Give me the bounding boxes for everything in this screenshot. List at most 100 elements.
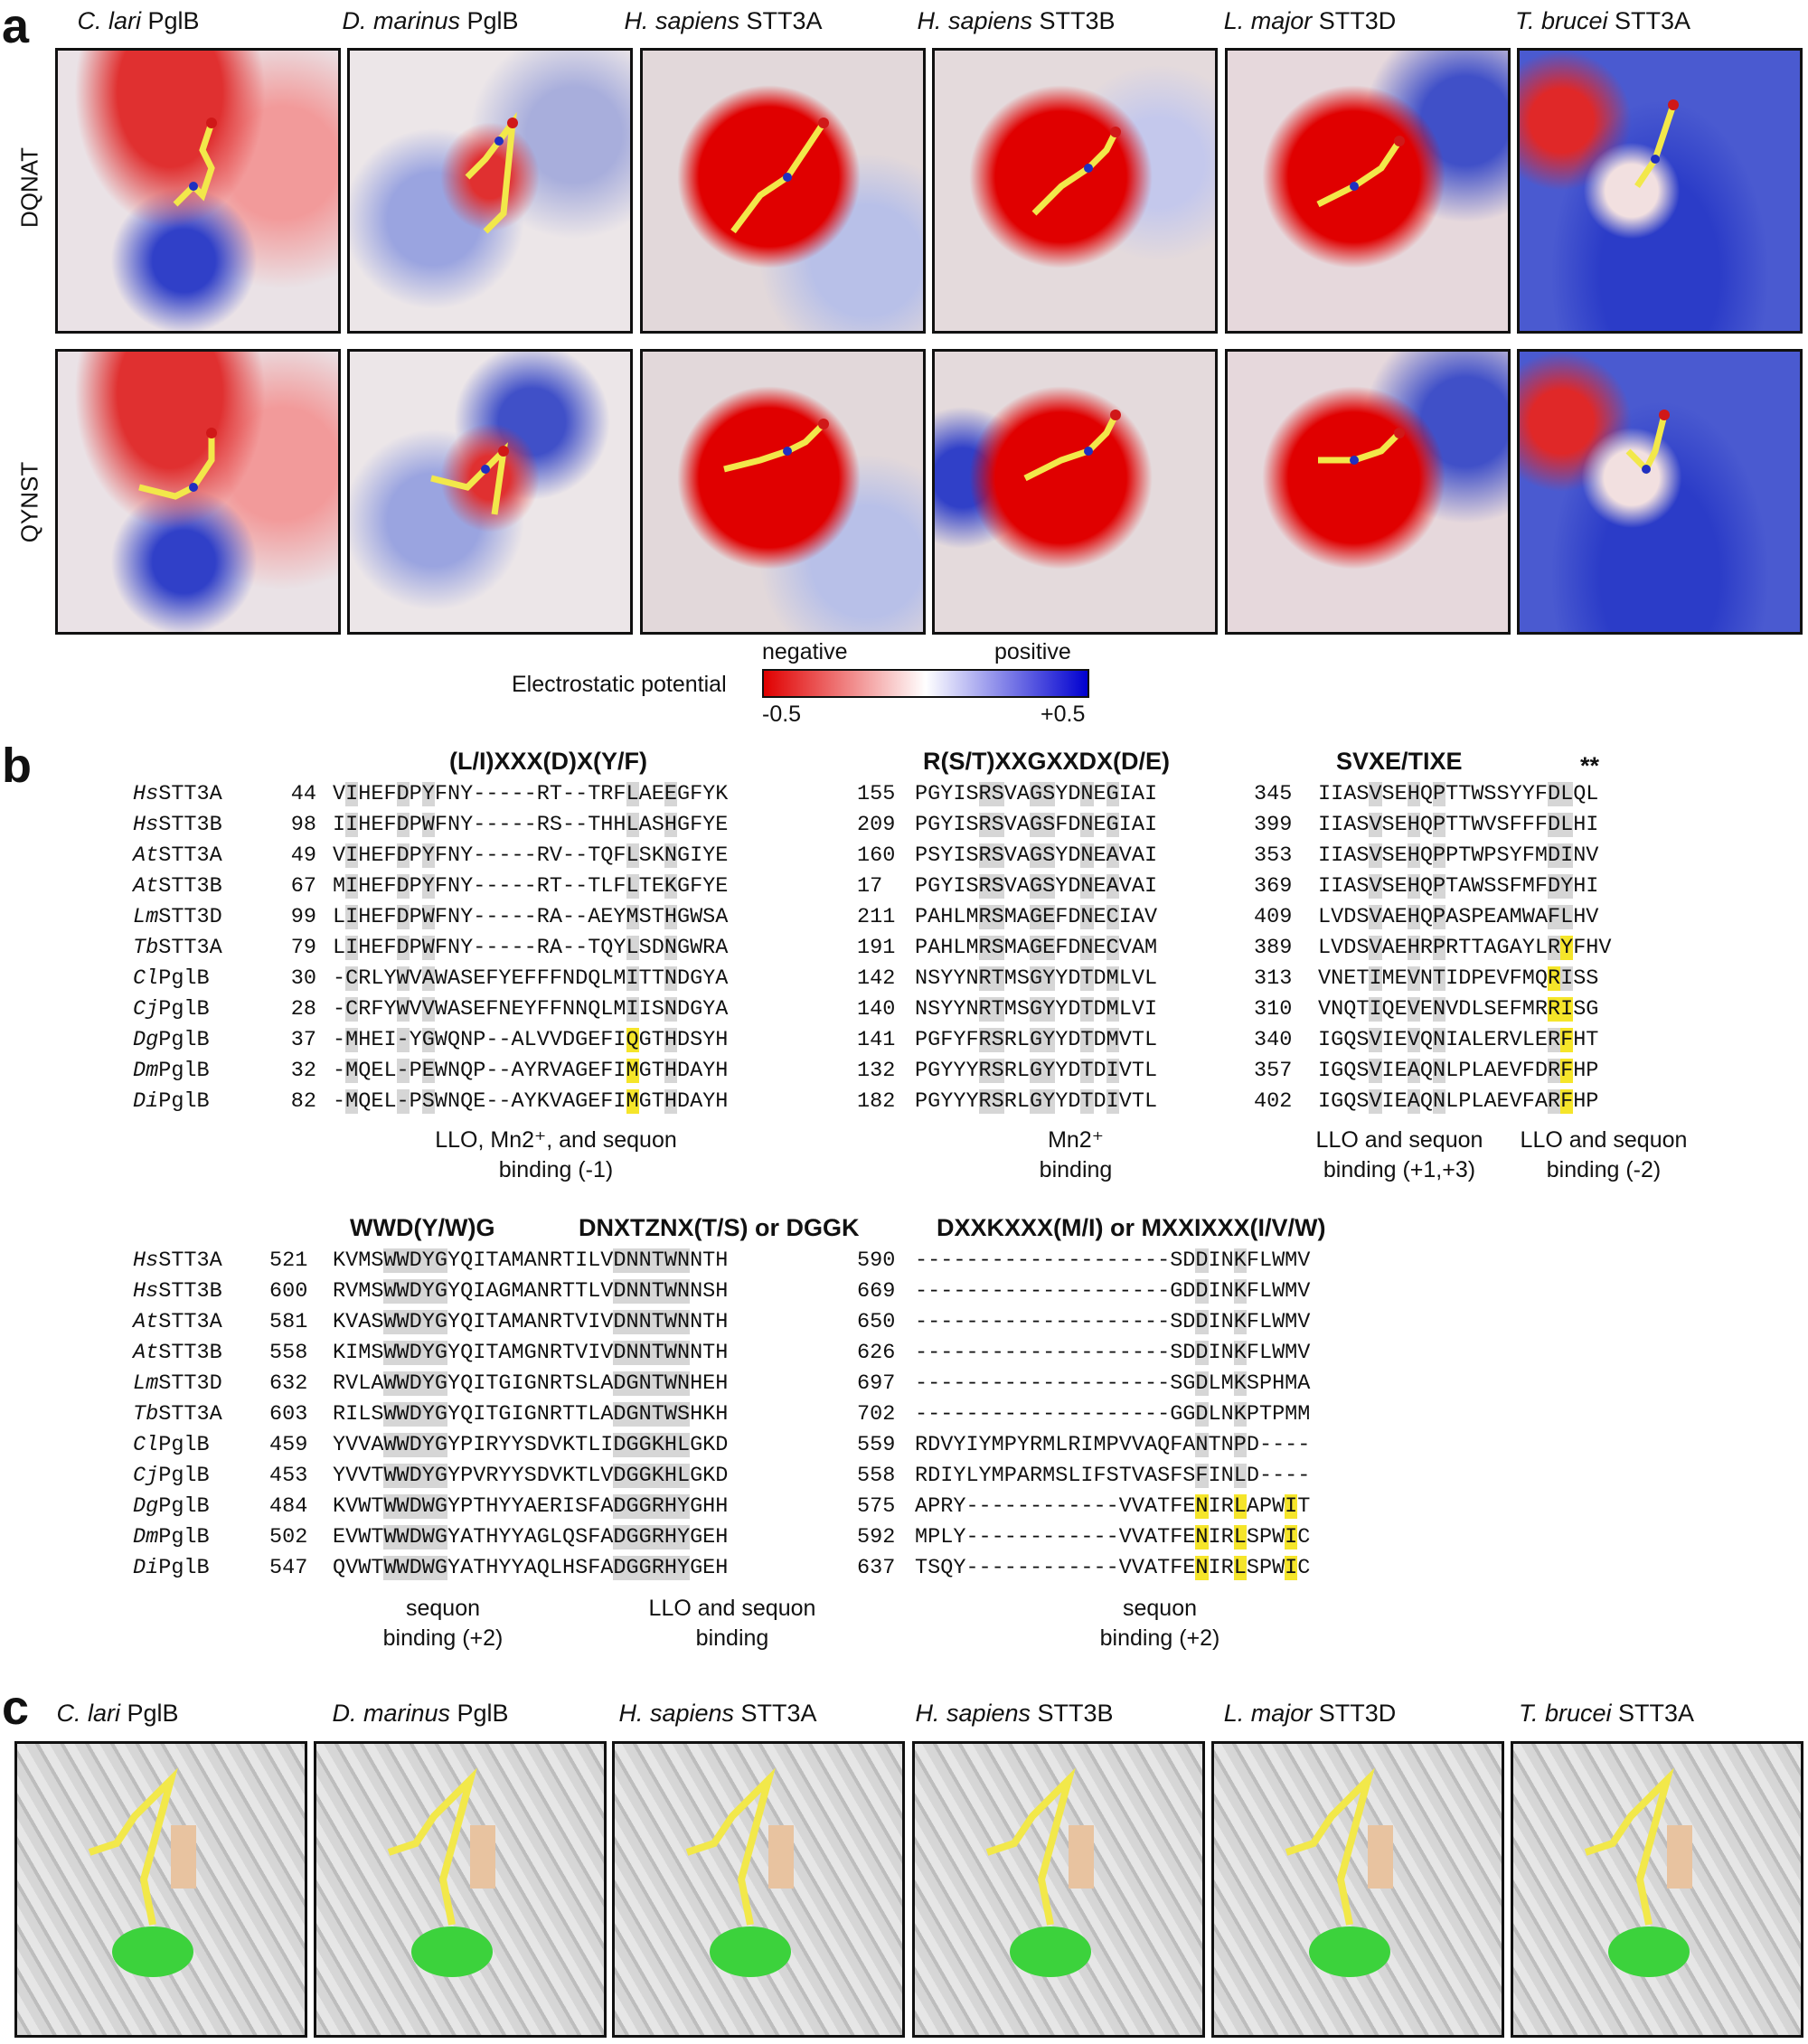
sequence-row: VIHEFDPYFNY-----RT--TRFLAEEGFYK — [333, 782, 729, 806]
start-position: 99 — [290, 905, 316, 929]
tan-helix — [768, 1825, 794, 1889]
sequence-row: MIHEFDPYFNY-----RT--TLFLTEKGFYE — [333, 874, 729, 899]
tan-helix — [171, 1825, 196, 1889]
start-position: 399 — [1254, 813, 1293, 837]
ligand-and-helix — [1285, 1767, 1393, 1977]
sequence-row: APRY------------VVATFENIRLAPWIT — [915, 1494, 1311, 1519]
species-name: DmPglB — [133, 1059, 210, 1083]
species-name: TbSTT3A — [133, 936, 222, 960]
surface-tile-tbrucei-qynst — [1517, 349, 1803, 635]
species-title-c5: L. major STT3D — [1223, 1700, 1397, 1727]
species-title-5: L. major STT3D — [1223, 7, 1397, 34]
start-position: 30 — [290, 966, 316, 991]
ligand-sticks — [1316, 136, 1405, 208]
cartoon-tile-hsapiens-stt3a — [612, 1741, 905, 2038]
species-title-4: H. sapiens STT3B — [917, 7, 1116, 34]
colorbar-positive-label: positive — [994, 639, 1071, 664]
species-title-c1: C. lari PglB — [56, 1700, 179, 1727]
sequence-row: RVMSWWDYGYQIAGMANRTTLVDNNTWNNSH — [333, 1279, 729, 1304]
species-title-1: C. lari PglB — [77, 7, 200, 34]
surface-tile-hsapiens-stt3b-dqnat — [932, 48, 1218, 334]
tan-helix — [1667, 1825, 1692, 1889]
start-position: 209 — [857, 813, 896, 837]
start-position: 17 — [857, 874, 883, 899]
sequence-row: IGQSVIEAQNLPLAEVFARFHP — [1318, 1089, 1599, 1114]
species-name: LmSTT3D — [133, 1371, 222, 1396]
ligand-sticks — [465, 111, 518, 234]
ligand-and-helix — [88, 1767, 196, 1977]
caption-2: Mn2⁺ binding — [1039, 1127, 1113, 1182]
ligand-sticks — [138, 428, 217, 500]
start-position: 650 — [857, 1310, 896, 1334]
cartoon-tile-hsapiens-stt3b — [912, 1741, 1205, 2038]
ligand-and-helix — [1584, 1767, 1692, 1977]
sequence-row: PGYISRSVAGSYDNEAVAI — [915, 874, 1158, 899]
sequence-row: YVVAWWDYGYPIRYYSDVKTLIDGGKHLGKD — [333, 1433, 729, 1457]
start-position: 191 — [857, 936, 896, 960]
start-position: 155 — [857, 782, 896, 806]
cartoon-tile-lmajor — [1211, 1741, 1504, 2038]
start-position: 547 — [269, 1556, 308, 1580]
ligand-sticks — [985, 1767, 1076, 1926]
ligand-sticks — [1625, 410, 1670, 475]
start-position: 575 — [857, 1494, 896, 1519]
ligand-sticks — [88, 1767, 178, 1926]
alignment-1-block-1-starts: 44 98 49 67 99 79 30 28 37 32 82 — [280, 779, 316, 1117]
ligand-sticks — [730, 118, 829, 234]
sequence-row: --------------------SDDINKFLWMV — [915, 1341, 1311, 1365]
motif-1: (L/I)XXX(D)X(Y/F) — [449, 748, 647, 775]
motif-4: WWD(Y/W)G — [350, 1214, 495, 1241]
motif-3: SVXE/TIXE — [1336, 748, 1463, 775]
start-position: 559 — [857, 1433, 896, 1457]
ligand-sticks — [387, 1767, 477, 1926]
sequence-row: EVWTWWDWGYATHYYAGLQSFADGGRHYGEH — [333, 1525, 729, 1549]
start-position: 313 — [1254, 966, 1293, 991]
sequence-row: PGYYYRSRLGYYDTDIVTL — [915, 1089, 1158, 1114]
alignment-1-block-3-starts: 345 399 353 369 409 389 313 310 340 357 402 — [1254, 779, 1304, 1117]
sequence-row: LVDSVAEHRPRTTAGAYLRYFHV — [1318, 936, 1612, 960]
sequence-row: IGQSVIEAQNLPLAEVFDRFHP — [1318, 1059, 1599, 1083]
start-position: 581 — [269, 1310, 308, 1334]
start-position: 369 — [1254, 874, 1293, 899]
green-residues — [710, 1926, 791, 1977]
sequence-row: RDIYLYMPARMSLIFSTVASFSFINLD---- — [915, 1464, 1311, 1488]
cartoon-tile-clari — [14, 1741, 307, 2038]
ligand-sticks — [1318, 428, 1405, 465]
ligand-sticks — [1634, 99, 1679, 188]
start-position: 140 — [857, 997, 896, 1022]
colorbar-max: +0.5 — [1041, 702, 1086, 727]
start-position: 44 — [290, 782, 316, 806]
sequence-row: VNQTIQEVENVDLSEFMRRISG — [1318, 997, 1599, 1022]
species-name: LmSTT3D — [133, 905, 222, 929]
sequence-row: PGYISRSVAGSFDNEGIAI — [915, 813, 1158, 837]
start-position: 592 — [857, 1525, 896, 1549]
start-position: 353 — [1254, 843, 1293, 868]
motif-5: DNXTZNX(T/S) or DGGK — [579, 1214, 860, 1241]
sequence-row: -MQEL-PSWNQE--AYKVAGEFIMGTHDAYH — [333, 1089, 729, 1114]
sequence-row: VNETIMEVNTIDPEVFMQRISS — [1318, 966, 1599, 991]
colorbar-min: -0.5 — [762, 702, 802, 727]
start-position: 637 — [857, 1556, 896, 1580]
ligand-and-helix — [985, 1767, 1094, 1977]
start-position: 67 — [290, 874, 316, 899]
panel-c-label: c — [2, 1681, 30, 1735]
start-position: 558 — [857, 1464, 896, 1488]
alignment-2-block-1-starts: 521 600 581 558 632 603 459 453 484 502 547 — [269, 1246, 319, 1584]
motif-6: DXXKXXX(M/I) or MXXIXXX(I/V/W) — [937, 1214, 1326, 1241]
ligand-and-helix — [685, 1767, 794, 1977]
species-name: DmPglB — [133, 1525, 210, 1549]
tan-helix — [1368, 1825, 1393, 1889]
surface-tile-hsapiens-stt3a-dqnat — [640, 48, 926, 334]
start-position: 182 — [857, 1089, 896, 1114]
start-position: 32 — [290, 1059, 316, 1083]
start-position: 603 — [269, 1402, 308, 1427]
species-title-c6: T. brucei STT3A — [1518, 1700, 1695, 1727]
start-position: 132 — [857, 1059, 896, 1083]
caption-5: sequon binding (+2) — [382, 1596, 504, 1651]
start-position: 142 — [857, 966, 896, 991]
surface-tile-tbrucei-dqnat — [1517, 48, 1803, 334]
sequence-row: IIASVSEHQPPTWPSYFMDINV — [1318, 843, 1599, 868]
start-position: 402 — [1254, 1089, 1293, 1114]
sequence-row: IIASVSEHQPTAWSSFMFDYHI — [1318, 874, 1599, 899]
start-position: 521 — [269, 1248, 308, 1273]
